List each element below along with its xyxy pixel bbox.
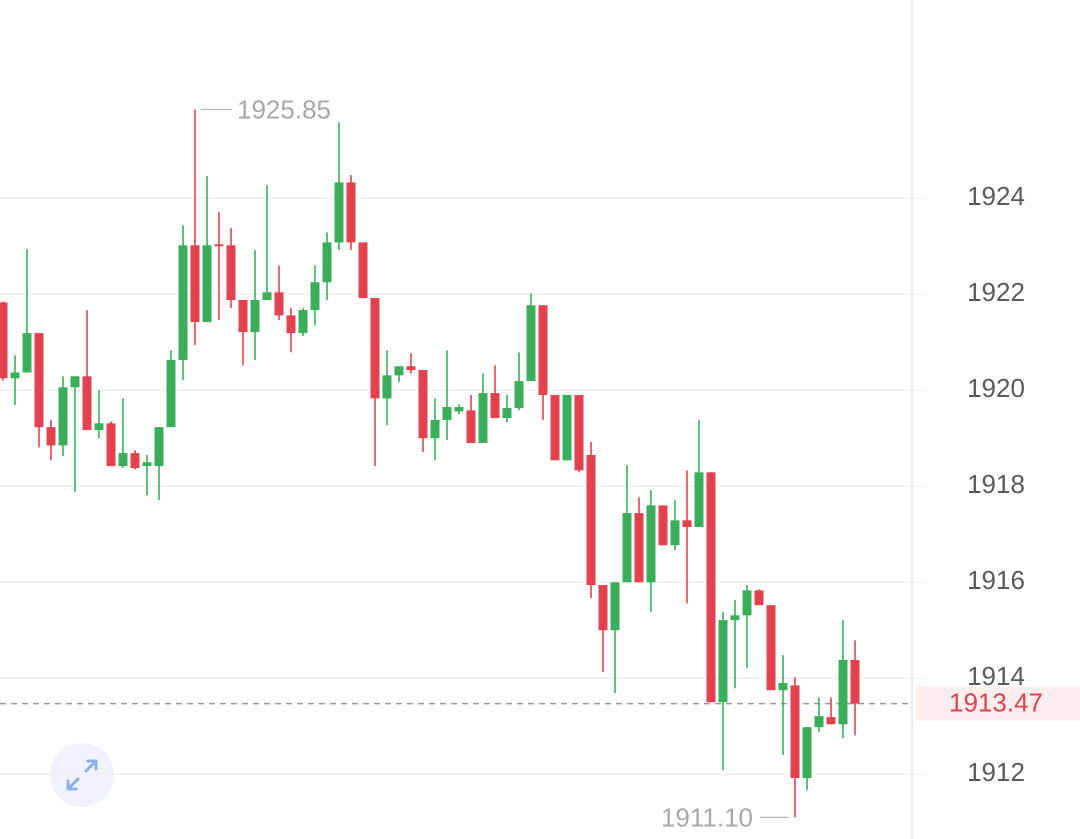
candle-body <box>838 659 848 725</box>
candle-body <box>334 182 344 243</box>
y-tick-label: 1914 <box>967 661 1025 691</box>
candle-body <box>10 372 20 379</box>
candle-body <box>622 513 632 583</box>
candle-body <box>610 582 620 631</box>
candle-body <box>370 298 380 399</box>
candle-body <box>70 376 80 388</box>
candle-body <box>214 244 224 247</box>
candle-body <box>514 381 524 408</box>
grid <box>0 197 925 775</box>
candle-body <box>346 182 356 243</box>
candle-body <box>178 245 188 360</box>
last-price-box <box>916 686 1080 721</box>
candle-body <box>94 423 104 431</box>
candle-body <box>130 453 140 468</box>
candle-body <box>274 292 284 316</box>
candle-body <box>742 590 752 616</box>
candle-body <box>394 366 404 376</box>
candle-body <box>190 245 200 323</box>
expand-button[interactable] <box>50 743 114 807</box>
candle-body <box>730 615 740 621</box>
low-marker-label: 1911.10 <box>661 802 753 832</box>
candle-body <box>490 393 500 419</box>
candle-body <box>298 310 308 334</box>
candle-body <box>598 585 608 631</box>
candle-body <box>34 333 44 428</box>
candle-body <box>646 505 656 583</box>
candle-body <box>238 299 248 333</box>
candle-body <box>790 685 800 779</box>
candle-body <box>430 419 440 439</box>
candle-body <box>694 472 704 528</box>
y-tick-label: 1920 <box>967 373 1025 403</box>
candle-body <box>46 427 56 446</box>
candle-body <box>310 282 320 311</box>
candle-body <box>262 292 272 300</box>
candle-body <box>538 305 548 396</box>
candle-body <box>550 395 560 461</box>
candle-body <box>778 683 788 691</box>
candle-body <box>142 462 152 467</box>
candle-body <box>466 410 476 444</box>
y-tick-label: 1912 <box>967 757 1025 787</box>
candle-body <box>418 370 428 439</box>
candle-body <box>574 395 584 471</box>
candle-body <box>226 245 236 300</box>
candle-body <box>526 305 536 382</box>
last-price-label: 1913.47 <box>949 688 1043 718</box>
candle-body <box>358 242 368 299</box>
candle-body <box>166 359 176 428</box>
candle-body <box>106 423 116 467</box>
candle-body <box>478 393 488 444</box>
candle-body <box>682 520 692 528</box>
high-marker-label: 1925.85 <box>237 94 331 124</box>
candle-body <box>754 590 764 606</box>
candle-body <box>586 455 596 586</box>
y-tick-label: 1918 <box>967 469 1025 499</box>
expand-bg <box>50 743 114 807</box>
candle-body <box>406 366 416 371</box>
candle-body <box>58 387 68 446</box>
candle-body <box>826 717 836 725</box>
candle-body <box>670 520 680 546</box>
candle-body <box>454 407 464 412</box>
candle-body <box>814 716 824 728</box>
y-tick-label: 1924 <box>967 181 1025 211</box>
candle-body <box>202 245 212 323</box>
candle-body <box>706 472 716 703</box>
candle-body <box>850 659 860 704</box>
candle-body <box>442 407 452 420</box>
candle-body <box>322 242 332 283</box>
candle-body <box>154 427 164 467</box>
y-tick-label: 1922 <box>967 277 1025 307</box>
candle-body <box>802 727 812 779</box>
candle-body <box>22 333 32 373</box>
y-tick-label: 1916 <box>967 565 1025 595</box>
candles <box>0 109 860 818</box>
expand-icon <box>66 759 98 791</box>
candle-body <box>718 620 728 703</box>
candle-body <box>286 315 296 334</box>
candle-body <box>562 395 572 461</box>
candle-body <box>382 375 392 399</box>
candle-body <box>502 407 512 419</box>
candle-body <box>766 605 776 691</box>
candle-body <box>250 299 260 333</box>
candle-body <box>634 513 644 583</box>
candle-body <box>82 376 92 431</box>
candle-body <box>118 453 128 467</box>
candle-body <box>0 302 8 379</box>
candle-body <box>658 505 668 546</box>
